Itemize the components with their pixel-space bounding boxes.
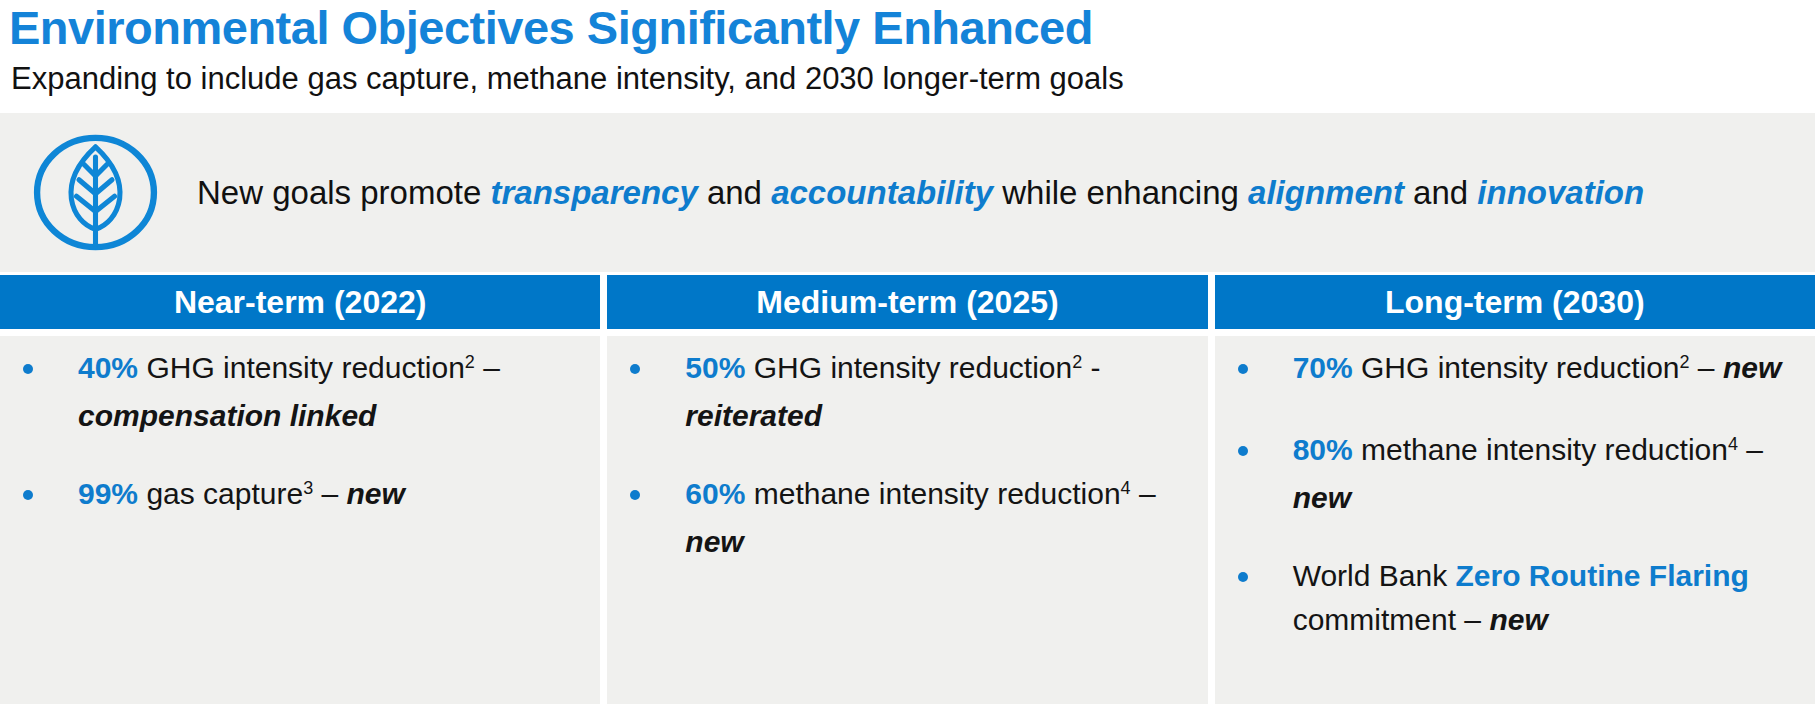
leaf-icon xyxy=(27,129,164,256)
goal-bullet: 99% gas capture3 – new xyxy=(0,472,584,520)
goal-bullet: 60% methane intensity reduction4 – new xyxy=(607,472,1191,564)
goal-bullet: 80% methane intensity reduction4 – new xyxy=(1215,428,1799,520)
goal-bullet: 50% GHG intensity reduction2 - reiterate… xyxy=(607,346,1191,438)
header-long-term: Long-term (2030) xyxy=(1215,275,1815,329)
table-body-row: 40% GHG intensity reduction2 – compensat… xyxy=(0,336,1815,704)
banner-message: New goals promote transparency and accou… xyxy=(197,173,1664,213)
goals-table: Near-term (2022) Medium-term (2025) Long… xyxy=(0,275,1815,704)
slide: Environmental Objectives Significantly E… xyxy=(0,0,1815,705)
header-medium-term: Medium-term (2025) xyxy=(607,275,1207,329)
table-header-row: Near-term (2022) Medium-term (2025) Long… xyxy=(0,275,1815,329)
goal-bullet: 40% GHG intensity reduction2 – compensat… xyxy=(0,346,584,438)
goal-bullet: 70% GHG intensity reduction2 – new xyxy=(1215,346,1799,394)
column-near-term: 40% GHG intensity reduction2 – compensat… xyxy=(0,336,600,704)
goal-bullet: World Bank Zero Routine Flaring commitme… xyxy=(1215,554,1799,642)
page-title: Environmental Objectives Significantly E… xyxy=(0,0,1815,53)
page-subtitle: Expanding to include gas capture, methan… xyxy=(0,53,1815,96)
header-near-term: Near-term (2022) xyxy=(0,275,600,329)
goals-banner: New goals promote transparency and accou… xyxy=(0,113,1815,272)
column-medium-term: 50% GHG intensity reduction2 - reiterate… xyxy=(607,336,1207,704)
column-long-term: 70% GHG intensity reduction2 – new 80% m… xyxy=(1215,336,1815,704)
